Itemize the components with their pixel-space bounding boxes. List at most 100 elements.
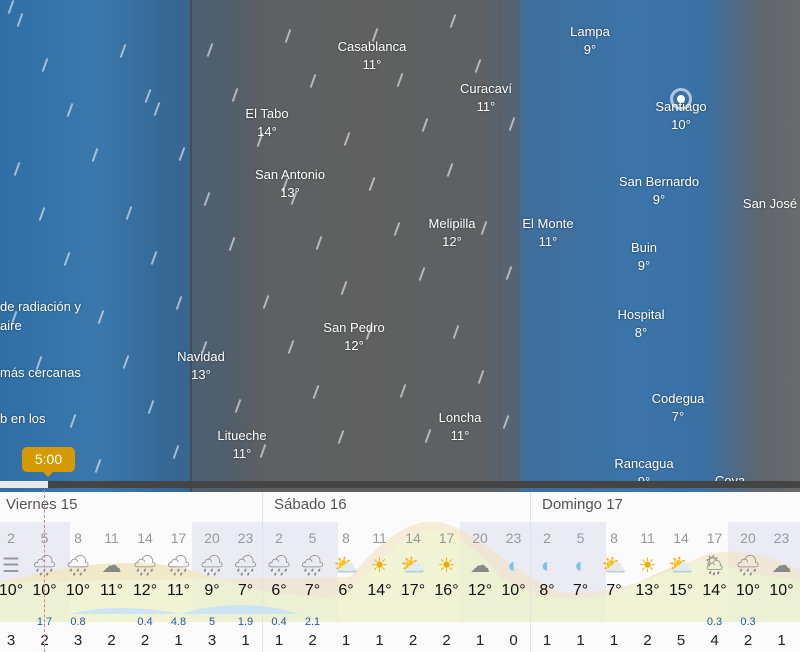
forecast-column[interactable]: 14 ⛅ 17° 2 [396,492,430,652]
forecast-column[interactable]: 23 ☁ 10° 1 [765,492,799,652]
hour-label: 2 [275,530,283,546]
city-label[interactable]: San José [743,195,797,213]
night-cloudy-icon: ☁ [470,555,490,577]
temperature: 11° [99,582,123,599]
city-name: Casablanca [337,39,407,54]
city-temp: 11° [450,428,470,443]
forecast-column[interactable]: 14 ⛅ 15° 5 [664,492,698,652]
rain-streak [13,162,21,176]
forecast-column[interactable]: 20 🌧 9° 5 3 [195,492,229,652]
city-temp: 8° [715,490,745,492]
forecast-column[interactable]: 5 ◐ 7° 1 [564,492,598,652]
forecast-column[interactable]: 17 🌦 14° 0.3 4 [698,492,732,652]
precipitation: 5 [208,616,216,628]
forecast-column[interactable]: 11 ☀ 14° 1 [363,492,397,652]
temperature: 10° [735,582,761,599]
rain-streak [119,44,127,58]
moon-icon: ◐ [574,555,587,577]
side-text: b en los [0,411,46,426]
city-temp: 13° [191,367,211,382]
forecast-panel[interactable]: Viernes 15 Sábado 16 Domingo 17 2 ☰ 10° … [0,492,800,652]
city-label[interactable]: Hospital 8° [618,306,665,342]
forecast-column[interactable]: 8 ⛅ 7° 1 [597,492,631,652]
wind-value: 2 [308,632,317,649]
forecast-column[interactable]: 2 ◐ 8° 1 [530,492,564,652]
hour-label: 17 [438,530,455,546]
forecast-column[interactable]: 11 ☁ 11° 2 [95,492,129,652]
forecast-column[interactable]: 8 ⛅ 6° 1 [329,492,363,652]
city-name: Hospital [617,307,665,322]
rain-streak [38,207,46,221]
forecast-column[interactable]: 17 ☀ 16° 2 [430,492,464,652]
land-area [190,0,520,492]
forecast-column[interactable]: 20 🌧 10° 0.3 2 [731,492,765,652]
temperature: 9° [204,582,220,599]
temperature: 7° [572,582,589,599]
wind-value: 2 [140,632,150,649]
wind-value: 2 [643,632,652,649]
city-name: Buin [630,240,658,255]
day-label: Domingo 17 [542,496,623,513]
city-label[interactable]: San Pedro 12° [323,319,384,355]
rain-streak [178,147,186,161]
city-label[interactable]: El Tabo 14° [245,105,288,141]
city-temp: 10° [671,117,691,132]
city-label[interactable]: Litueche 11° [217,427,266,463]
city-label[interactable]: Casablanca 11° [338,38,407,74]
hour-label: 2 [7,530,15,546]
forecast-column[interactable]: 20 ☁ 12° 1 [463,492,497,652]
city-name: San Pedro [323,320,385,335]
partly-sunny-icon: ⛅ [668,555,694,577]
weather-map[interactable]: Casablanca 11° Lampa 9° Curacaví 11° El Tabo 14… [0,0,800,492]
wind-value: 1 [576,632,585,649]
rain-streak [144,89,152,103]
city-label[interactable]: El Monte 11° [522,215,573,251]
city-label[interactable]: Melipilla 12° [429,215,476,251]
temperature: 11° [166,582,190,599]
hour-label: 5 [576,530,585,546]
forecast-column[interactable]: 2 🌧 6° 0.4 1 [262,492,296,652]
hour-label: 14 [405,530,421,546]
city-label[interactable]: Navidad 13° [177,348,225,384]
location-marker-icon[interactable] [670,88,692,110]
hour-label: 20 [204,530,220,546]
temperature: 10° [769,582,794,599]
city-label[interactable]: Lampa 9° [570,23,610,59]
precipitation: 2.1 [304,616,321,628]
temperature: 7° [237,582,254,599]
city-label[interactable]: Codegua 7° [652,390,705,426]
wind-value: 2 [107,632,116,649]
day-separator [530,492,531,652]
city-label[interactable]: Curacaví 11° [460,80,512,116]
city-label[interactable]: Loncha 11° [439,409,482,445]
wind-value: 1 [475,632,485,649]
forecast-column[interactable]: 11 ☀ 13° 2 [631,492,665,652]
forecast-column[interactable]: 14 🌧 12° 0.4 2 [128,492,162,652]
hour-label: 20 [740,530,756,546]
forecast-column[interactable]: 8 🌧 10° 0.8 3 [61,492,95,652]
hour-label: 8 [342,530,350,546]
temperature: 6° [338,582,354,599]
city-label[interactable]: San Antonio 13° [255,166,325,202]
city-temp: 14° [257,124,277,139]
sunny-icon: ☀ [638,555,657,577]
temperature-curve [0,522,800,622]
wind-value: 3 [73,632,83,649]
side-text: más cercanas [0,365,81,380]
city-name: El Tabo [245,106,289,121]
city-label[interactable]: San Bernardo 9° [619,173,699,209]
hour-label: 23 [773,530,790,546]
rain-streak [69,414,77,428]
forecast-column[interactable]: 23 🌧 7° 1.9 1 [229,492,263,652]
temperature: 7° [304,582,321,599]
forecast-column[interactable]: 23 ◐ 10° 0 [497,492,531,652]
timeline-scrubber[interactable] [0,481,800,488]
city-label[interactable]: Buin 9° [631,239,657,275]
temperature: 13° [635,582,660,599]
rain-streak [150,251,158,265]
forecast-column[interactable]: 5 🌧 7° 2.1 2 [296,492,330,652]
city-temp: 7° [671,409,685,424]
forecast-column[interactable]: 2 ☰ 10° 3 [0,492,28,652]
city-temp: 13° [280,185,300,200]
forecast-column[interactable]: 17 🌧 11° 4.8 1 [162,492,196,652]
